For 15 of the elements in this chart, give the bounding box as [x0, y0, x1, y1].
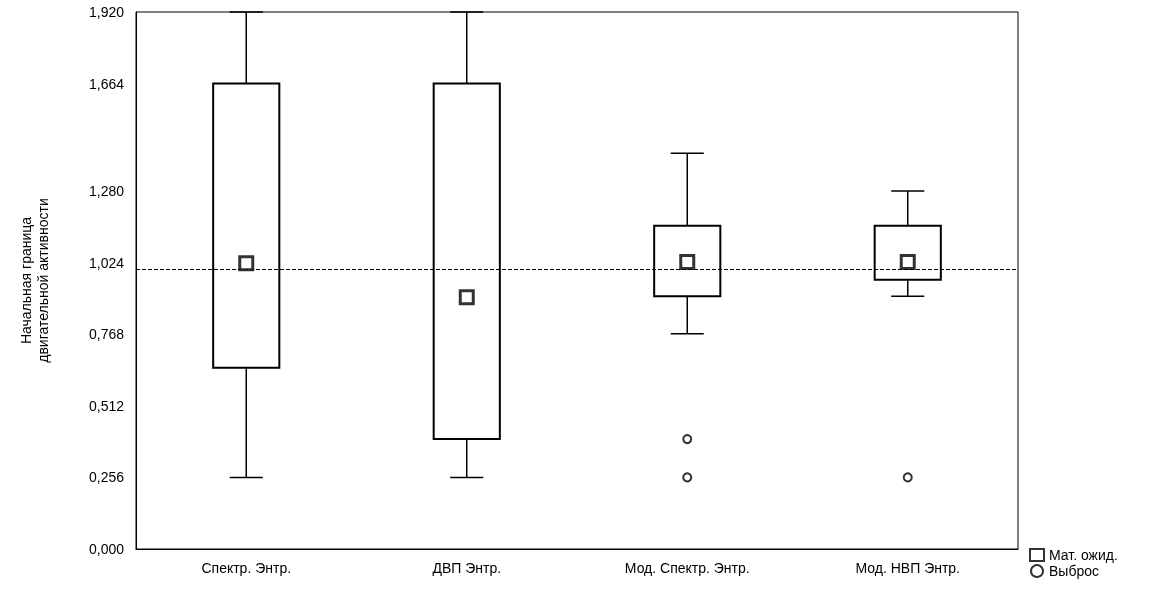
- y-tick-label: 1,920: [88, 4, 125, 20]
- legend-label: Мат. ожид.: [1049, 547, 1118, 563]
- x-tick-label: Мод. Спектр. Энтр.: [624, 560, 750, 576]
- x-tick-label: Мод. НВП Энтр.: [855, 560, 961, 576]
- y-tick-label: 0,512: [88, 397, 125, 414]
- y-tick-label: 1,664: [88, 75, 125, 92]
- y-tick-label: 1,024: [88, 254, 125, 271]
- y-tick-label: 1,280: [88, 183, 125, 199]
- x-tick-label: Спектр. Энтр.: [201, 560, 292, 576]
- y-tick-label: 0,768: [88, 326, 125, 343]
- y-tick-label: 0,256: [88, 469, 125, 486]
- y-axis-title: Начальная граница двигательной активности: [17, 198, 51, 363]
- legend-label: Выброс: [1049, 563, 1099, 579]
- y-tick-label: 0,000: [88, 541, 125, 557]
- x-tick-label: ДВП Энтр.: [432, 560, 502, 576]
